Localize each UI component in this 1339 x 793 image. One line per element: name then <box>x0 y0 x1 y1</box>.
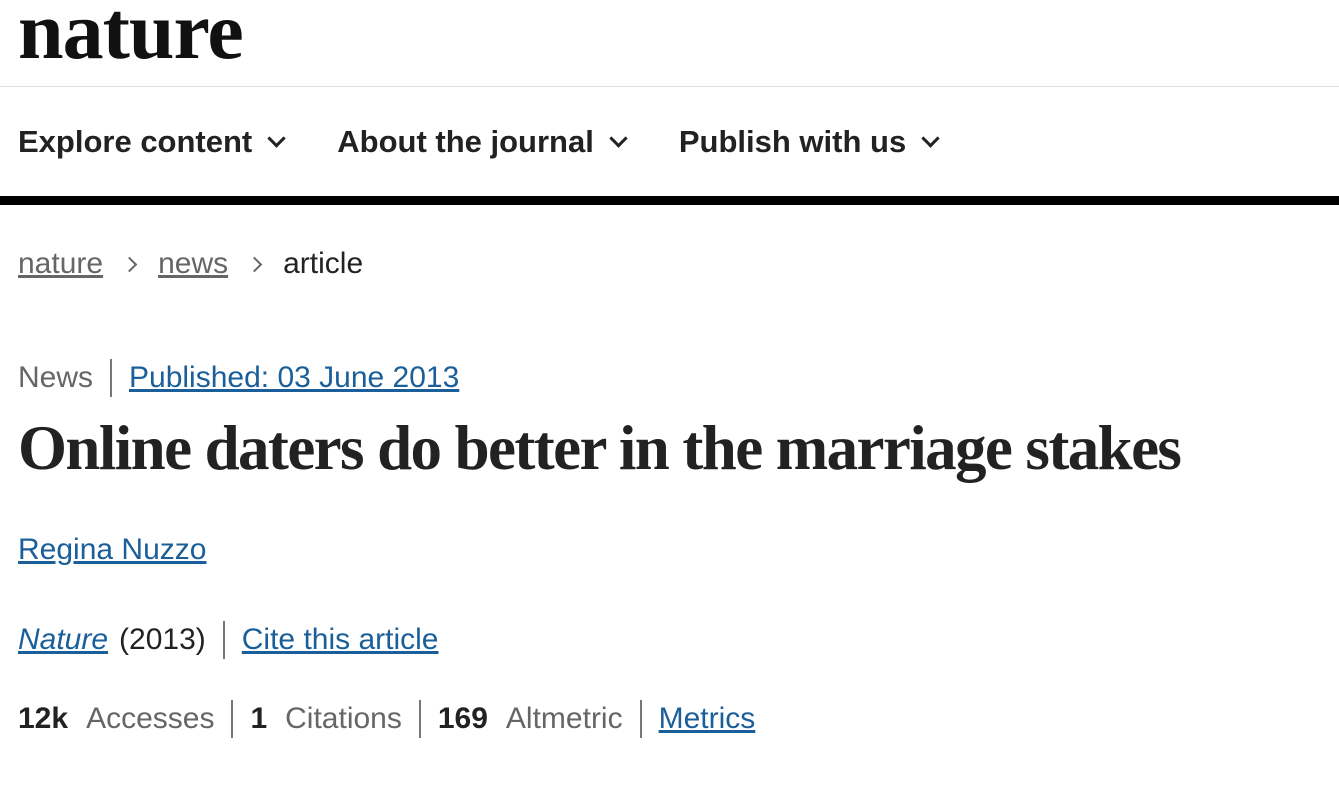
main-navigation: Explore content About the journal Publis… <box>18 120 940 164</box>
published-date-link[interactable]: Published: 03 June 2013 <box>129 361 460 394</box>
article-meta: News Published: 03 June 2013 <box>18 359 459 397</box>
metrics-link[interactable]: Metrics <box>658 702 756 735</box>
journal-link[interactable]: Nature <box>18 623 109 656</box>
author-link[interactable]: Regina Nuzzo <box>18 533 207 566</box>
chevron-right-icon <box>246 256 263 272</box>
citation-line: Nature (2013) Cite this article <box>18 621 439 659</box>
nav-about-journal[interactable]: About the journal <box>337 124 628 160</box>
altmetric-score: 169 <box>437 702 488 735</box>
metrics-divider <box>418 700 421 738</box>
nav-about-journal-label: About the journal <box>337 124 594 159</box>
accesses-label: Accesses <box>86 702 215 735</box>
citations-count: 1 <box>250 702 268 735</box>
navigation-divider <box>0 196 1339 205</box>
breadcrumb-nature-link[interactable]: nature <box>18 247 104 280</box>
header-divider <box>0 86 1339 87</box>
cite-article-link[interactable]: Cite this article <box>241 623 439 656</box>
nav-publish-with-us-label: Publish with us <box>678 124 907 159</box>
article-type: News <box>18 361 94 394</box>
chevron-down-icon <box>921 128 940 148</box>
publication-year: (2013) <box>119 623 206 656</box>
citations-label: Citations <box>285 702 402 735</box>
accesses-count: 12k <box>18 702 69 735</box>
metrics-divider <box>639 700 642 738</box>
chevron-down-icon <box>609 128 628 148</box>
altmetric-label: Altmetric <box>505 702 623 735</box>
breadcrumb-news-link[interactable]: news <box>158 247 229 280</box>
citation-divider <box>222 621 225 659</box>
meta-divider <box>110 359 113 397</box>
chevron-right-icon <box>121 256 138 272</box>
article-metrics: 12k Accesses 1 Citations 169 Altmetric M… <box>18 700 755 738</box>
metrics-divider <box>231 700 234 738</box>
nature-logo[interactable]: nature <box>18 0 244 76</box>
article-title: Online daters do better in the marriage … <box>18 413 1182 483</box>
nav-publish-with-us[interactable]: Publish with us <box>678 124 940 160</box>
breadcrumb: nature news article <box>18 246 363 282</box>
breadcrumb-current-page: article <box>283 247 364 280</box>
chevron-down-icon <box>267 128 286 148</box>
nav-explore-content[interactable]: Explore content <box>18 124 286 160</box>
nav-explore-content-label: Explore content <box>18 124 253 159</box>
